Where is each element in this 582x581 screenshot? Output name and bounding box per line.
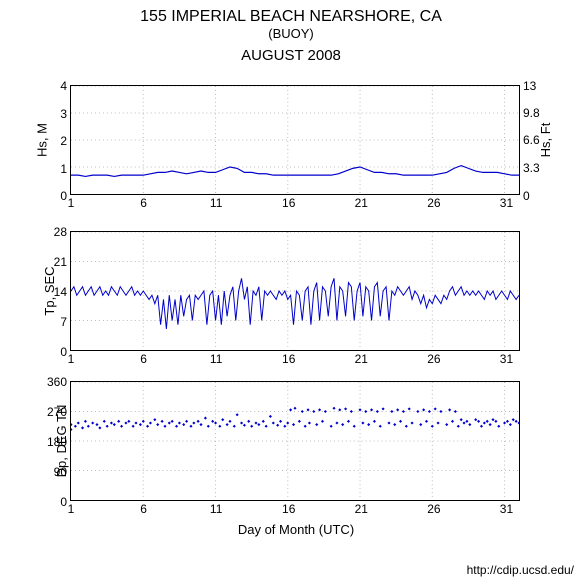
xtick-label: 16 (282, 196, 295, 210)
ylabel-hs: Hs, M (34, 123, 49, 157)
xaxis-title: Day of Month (UTC) (71, 522, 521, 537)
xtick-label: 11 (210, 196, 222, 210)
xtick-label: 1 (68, 352, 75, 366)
ylabel-dp: Dp, DEG TN (54, 405, 69, 478)
xtick-label: 31 (500, 502, 513, 516)
main-title: 155 IMPERIAL BEACH NEARSHORE, CA (0, 8, 582, 26)
xtick-label: 21 (355, 352, 368, 366)
ytick-label: 0 (60, 495, 67, 509)
xtick-label: 6 (140, 502, 147, 516)
xtick-label: 1 (68, 196, 75, 210)
chart-title: AUGUST 2008 (0, 47, 582, 64)
title-block: 155 IMPERIAL BEACH NEARSHORE, CA (BUOY) … (0, 0, 582, 64)
xtick-label: 1 (68, 502, 75, 516)
ytick-label-right: 9.8 (523, 106, 540, 120)
ytick-label: 0 (60, 345, 67, 359)
xtick-label: 31 (500, 352, 513, 366)
xtick-label: 26 (427, 352, 440, 366)
ytick-label: 2 (60, 134, 67, 148)
xtick-label: 26 (427, 502, 440, 516)
xtick-label: 16 (282, 502, 295, 516)
footer-link: http://cdip.ucsd.edu/ (467, 563, 574, 577)
panel-dp: 090180270360161116212631Dp, DEG TNDay of… (70, 381, 520, 501)
panel-tp: 07142128161116212631Tp, SEC (70, 231, 520, 351)
xtick-label: 6 (140, 196, 147, 210)
sub-title: (BUOY) (0, 26, 582, 41)
xtick-label: 6 (140, 352, 147, 366)
ytick-label: 4 (60, 79, 67, 93)
ytick-label: 360 (47, 375, 67, 389)
ytick-label-right: 3.3 (523, 161, 540, 175)
ytick-label: 0 (60, 189, 67, 203)
xtick-label: 11 (210, 502, 222, 516)
ytick-label: 7 (60, 315, 67, 329)
xtick-label: 31 (500, 196, 513, 210)
xtick-label: 16 (282, 352, 295, 366)
chart-container: 155 IMPERIAL BEACH NEARSHORE, CA (BUOY) … (0, 0, 582, 581)
ylabel-right-hs: Hs, Ft (538, 123, 553, 158)
ytick-label: 3 (60, 107, 67, 121)
ytick-label: 1 (60, 162, 67, 176)
panel-hs: 0123403.36.69.813Hs, Ft161116212631Hs, M (70, 85, 520, 195)
xtick-label: 11 (210, 352, 222, 366)
xtick-label: 21 (355, 196, 368, 210)
ytick-label: 28 (54, 225, 67, 239)
xtick-label: 21 (355, 502, 368, 516)
ytick-label-right: 13 (523, 79, 536, 93)
ytick-label-right: 0 (523, 189, 530, 203)
xtick-label: 26 (427, 196, 440, 210)
ylabel-tp: Tp, SEC (42, 266, 57, 315)
